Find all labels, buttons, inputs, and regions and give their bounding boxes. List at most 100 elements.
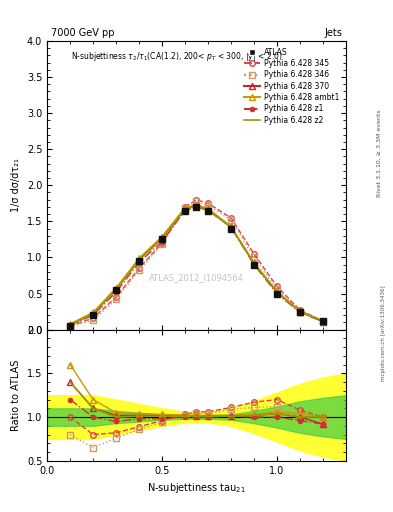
Pythia 6.428 370 xyxy=(194,202,199,208)
Pythia 6.428 346 xyxy=(229,217,233,223)
Pythia 6.428 ambt1 xyxy=(114,285,118,291)
Pythia 6.428 370 xyxy=(91,311,95,317)
Pythia 6.428 370 xyxy=(68,322,72,328)
Pythia 6.428 z1 xyxy=(91,312,95,318)
Pythia 6.428 z2 xyxy=(114,287,118,293)
Pythia 6.428 z2 xyxy=(160,236,164,242)
Pythia 6.428 z1 xyxy=(229,224,233,230)
Pythia 6.428 370 xyxy=(229,224,233,230)
Pythia 6.428 z2 xyxy=(183,206,187,212)
Pythia 6.428 370 xyxy=(206,206,210,212)
Pythia 6.428 z1 xyxy=(68,322,72,328)
Line: Pythia 6.428 ambt1: Pythia 6.428 ambt1 xyxy=(67,202,326,327)
Text: mcplots.cern.ch [arXiv:1306.3436]: mcplots.cern.ch [arXiv:1306.3436] xyxy=(381,285,386,380)
Pythia 6.428 ambt1 xyxy=(206,205,210,211)
Pythia 6.428 z2 xyxy=(68,322,72,328)
Pythia 6.428 z1 xyxy=(114,289,118,295)
Pythia 6.428 370 xyxy=(137,257,141,263)
Pythia 6.428 z2 xyxy=(194,203,199,209)
Pythia 6.428 370 xyxy=(252,260,256,266)
ATLAS xyxy=(91,312,95,318)
Pythia 6.428 345 xyxy=(321,318,325,324)
Pythia 6.428 346 xyxy=(275,286,279,292)
Pythia 6.428 ambt1 xyxy=(68,321,72,327)
Pythia 6.428 345 xyxy=(229,215,233,221)
Pythia 6.428 ambt1 xyxy=(321,318,325,324)
Pythia 6.428 z2 xyxy=(298,309,302,315)
Y-axis label: 1/σ dσ/dτ₂₁: 1/σ dσ/dτ₂₁ xyxy=(11,158,21,212)
Line: Pythia 6.428 z1: Pythia 6.428 z1 xyxy=(68,205,325,327)
Pythia 6.428 345 xyxy=(298,307,302,313)
Pythia 6.428 z1 xyxy=(275,290,279,296)
Pythia 6.428 z2 xyxy=(321,318,325,324)
Pythia 6.428 345 xyxy=(194,197,199,203)
ATLAS xyxy=(321,318,325,324)
Pythia 6.428 z1 xyxy=(194,204,199,210)
Pythia 6.428 ambt1 xyxy=(298,308,302,314)
Pythia 6.428 z1 xyxy=(206,207,210,214)
Pythia 6.428 346 xyxy=(137,267,141,273)
Pythia 6.428 370 xyxy=(275,289,279,295)
Y-axis label: Ratio to ATLAS: Ratio to ATLAS xyxy=(11,359,21,431)
ATLAS xyxy=(275,290,279,296)
Pythia 6.428 345 xyxy=(275,283,279,289)
ATLAS xyxy=(183,207,187,214)
Pythia 6.428 z1 xyxy=(321,318,325,325)
ATLAS xyxy=(252,262,256,268)
Pythia 6.428 z2 xyxy=(229,224,233,230)
Pythia 6.428 ambt1 xyxy=(160,233,164,240)
Pythia 6.428 ambt1 xyxy=(194,202,199,208)
Pythia 6.428 370 xyxy=(321,318,325,325)
Pythia 6.428 ambt1 xyxy=(275,288,279,294)
Pythia 6.428 z2 xyxy=(206,207,210,213)
ATLAS xyxy=(114,287,118,293)
Text: 7000 GeV pp: 7000 GeV pp xyxy=(51,28,115,38)
Pythia 6.428 345 xyxy=(160,240,164,246)
ATLAS xyxy=(160,237,164,243)
Pythia 6.428 346 xyxy=(114,296,118,303)
Pythia 6.428 346 xyxy=(160,241,164,247)
Pythia 6.428 ambt1 xyxy=(183,205,187,211)
Pythia 6.428 346 xyxy=(298,309,302,315)
Pythia 6.428 ambt1 xyxy=(91,309,95,315)
Pythia 6.428 346 xyxy=(194,198,199,204)
Line: Pythia 6.428 z2: Pythia 6.428 z2 xyxy=(70,206,323,325)
X-axis label: N-subjettiness tau$_{21}$: N-subjettiness tau$_{21}$ xyxy=(147,481,246,495)
Line: Pythia 6.428 345: Pythia 6.428 345 xyxy=(67,197,326,329)
Pythia 6.428 370 xyxy=(298,309,302,315)
ATLAS xyxy=(298,309,302,315)
Pythia 6.428 z1 xyxy=(160,239,164,245)
Pythia 6.428 ambt1 xyxy=(137,255,141,261)
Pythia 6.428 346 xyxy=(321,318,325,325)
Pythia 6.428 ambt1 xyxy=(252,260,256,266)
ATLAS xyxy=(229,225,233,231)
ATLAS xyxy=(206,207,210,214)
Pythia 6.428 z2 xyxy=(252,260,256,266)
Legend: ATLAS, Pythia 6.428 345, Pythia 6.428 346, Pythia 6.428 370, Pythia 6.428 ambt1,: ATLAS, Pythia 6.428 345, Pythia 6.428 34… xyxy=(241,45,342,127)
Pythia 6.428 346 xyxy=(252,254,256,261)
Line: Pythia 6.428 370: Pythia 6.428 370 xyxy=(67,203,326,327)
Pythia 6.428 ambt1 xyxy=(229,223,233,229)
Text: ATLAS_2012_I1094564: ATLAS_2012_I1094564 xyxy=(149,273,244,282)
Text: Jets: Jets xyxy=(324,28,342,38)
Pythia 6.428 z1 xyxy=(298,309,302,315)
Pythia 6.428 345 xyxy=(183,204,187,210)
Pythia 6.428 346 xyxy=(183,205,187,211)
Pythia 6.428 370 xyxy=(114,286,118,292)
Pythia 6.428 345 xyxy=(206,200,210,206)
Line: Pythia 6.428 346: Pythia 6.428 346 xyxy=(67,198,326,330)
Pythia 6.428 345 xyxy=(91,315,95,321)
Pythia 6.428 345 xyxy=(68,323,72,329)
Line: ATLAS: ATLAS xyxy=(67,204,326,329)
Pythia 6.428 370 xyxy=(160,234,164,240)
Text: Rivet 3.1.10, ≥ 3.3M events: Rivet 3.1.10, ≥ 3.3M events xyxy=(377,110,382,198)
ATLAS xyxy=(68,323,72,329)
Pythia 6.428 346 xyxy=(206,202,210,208)
Pythia 6.428 370 xyxy=(183,205,187,211)
Text: N-subjettiness $\tau_2/\tau_1$(CA(1.2), 200< $p_T$ < 300, |y| < 2.0): N-subjettiness $\tau_2/\tau_1$(CA(1.2), … xyxy=(71,50,283,62)
Pythia 6.428 346 xyxy=(91,317,95,323)
Pythia 6.428 z2 xyxy=(137,257,141,263)
ATLAS xyxy=(194,204,199,210)
Pythia 6.428 z1 xyxy=(252,262,256,268)
Pythia 6.428 345 xyxy=(114,294,118,300)
